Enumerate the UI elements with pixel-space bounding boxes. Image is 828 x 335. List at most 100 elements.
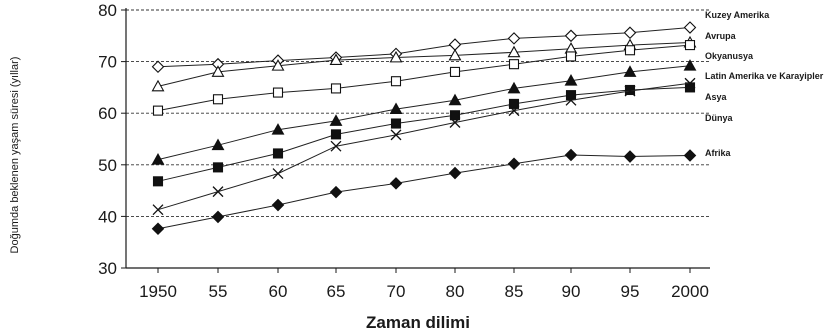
data-point <box>448 38 462 51</box>
x-tick-label: 2000 <box>671 282 709 301</box>
data-point <box>449 66 461 77</box>
data-point <box>565 90 577 101</box>
data-point <box>507 32 521 45</box>
series-line <box>157 44 691 112</box>
x-tick-label: 1950 <box>139 282 177 301</box>
data-point <box>272 87 284 98</box>
y-tick-label: 70 <box>98 53 117 72</box>
data-point <box>389 102 403 115</box>
data-point <box>623 150 637 163</box>
data-point <box>624 84 636 96</box>
x-tick-label: 85 <box>505 282 524 301</box>
data-point <box>507 157 521 171</box>
series-line <box>157 65 691 161</box>
y-tick-label: 50 <box>98 156 117 175</box>
series-okyanusya <box>152 40 696 116</box>
x-tick-label: 55 <box>209 282 228 301</box>
series-line <box>157 42 691 87</box>
legend-item: Avrupa <box>705 31 737 41</box>
data-point <box>683 59 697 71</box>
x-axis-label: Zaman dilimi <box>366 313 470 332</box>
data-point <box>565 51 577 62</box>
data-point <box>151 60 165 74</box>
data-point <box>212 162 224 173</box>
data-point <box>211 65 225 77</box>
data-point <box>330 140 342 152</box>
data-point <box>624 45 636 56</box>
data-point <box>448 48 462 61</box>
legend-item: Kuzey Amerika <box>705 10 770 20</box>
series-kuzey-amerika <box>151 21 697 74</box>
x-tick-label: 95 <box>621 282 640 301</box>
data-point <box>507 45 521 58</box>
y-tick-labels: 30 40 50 60 70 80 <box>98 1 126 278</box>
data-point <box>330 83 342 94</box>
data-point <box>212 186 224 198</box>
data-point <box>211 210 225 224</box>
axes <box>125 8 710 269</box>
x-tick-label: 65 <box>327 282 346 301</box>
legend-item: Latin Amerika ve Karayipler <box>705 71 824 81</box>
data-point <box>683 21 697 34</box>
data-point <box>329 185 343 199</box>
data-point <box>449 110 461 121</box>
data-point <box>564 74 578 86</box>
data-point <box>211 138 225 151</box>
data-point <box>152 105 164 116</box>
data-point <box>271 198 285 212</box>
data-point <box>390 129 402 141</box>
data-point <box>508 59 520 70</box>
data-point <box>390 118 402 129</box>
data-point <box>684 82 696 93</box>
series-line <box>157 154 691 230</box>
data-point <box>564 148 578 162</box>
data-point <box>151 79 165 92</box>
data-point <box>564 29 578 43</box>
data-point <box>624 85 636 97</box>
legend: Kuzey Amerika Avrupa Okyanusya Latin Amerik… <box>705 10 824 158</box>
data-point <box>449 117 461 128</box>
series-avrupa <box>151 35 697 92</box>
legend-item: Okyanusya <box>705 51 754 61</box>
data-point <box>507 81 521 94</box>
data-point <box>683 149 697 162</box>
series-latin-amerika-ve-karayipler <box>151 59 697 165</box>
data-point <box>329 114 343 126</box>
data-point <box>684 40 696 51</box>
data-point <box>389 177 403 190</box>
data-point <box>330 129 342 140</box>
data-point <box>448 93 462 106</box>
data-point <box>565 94 577 106</box>
legend-item: Afrika <box>705 148 732 158</box>
y-tick-label: 30 <box>98 259 117 278</box>
data-point <box>272 168 284 180</box>
y-tick-label: 80 <box>98 1 117 20</box>
grid-lines <box>126 9 710 217</box>
data-point <box>271 123 285 135</box>
x-tick-labels: 1950 55 60 65 70 80 85 90 95 2000 <box>139 268 709 301</box>
y-axis-label: Doğumda beklenen yaşam süresi (yıllar) <box>9 57 21 254</box>
data-point <box>271 59 285 71</box>
data-point <box>152 204 164 216</box>
x-tick-label: 90 <box>562 282 581 301</box>
data-point <box>623 65 637 77</box>
data-point <box>684 77 696 89</box>
data-point <box>390 76 402 87</box>
series-dünya <box>152 77 696 216</box>
legend-item: Asya <box>705 92 728 102</box>
series-line <box>157 27 691 68</box>
data-point <box>152 176 164 187</box>
series-asya <box>152 82 696 187</box>
data-point <box>329 53 343 66</box>
series-line <box>157 82 691 211</box>
x-tick-label: 70 <box>387 282 406 301</box>
data-point <box>389 50 403 63</box>
data-point <box>623 26 637 39</box>
y-tick-label: 60 <box>98 104 117 123</box>
series-group <box>151 21 697 236</box>
y-tick-label: 40 <box>98 207 117 226</box>
data-point <box>272 148 284 159</box>
data-point <box>212 94 224 105</box>
data-point <box>448 166 462 180</box>
